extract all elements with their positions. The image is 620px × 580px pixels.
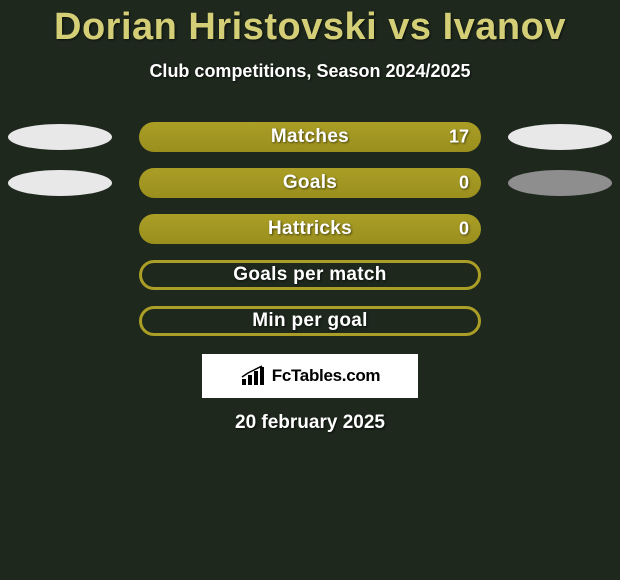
stat-row-hattricks: Hattricks 0 xyxy=(0,214,620,244)
stat-bar: Goals 0 xyxy=(139,168,481,198)
stat-row-goals: Goals 0 xyxy=(0,168,620,198)
stat-rows: Matches 17 Goals 0 Hattricks 0 Goals per xyxy=(0,122,620,336)
stat-label: Hattricks xyxy=(268,218,352,240)
stat-row-min-per-goal: Min per goal xyxy=(0,306,620,336)
page-title: Dorian Hristovski vs Ivanov xyxy=(0,0,620,49)
stat-label: Min per goal xyxy=(252,310,368,332)
brand-label: FcTables.com xyxy=(272,366,381,386)
right-ellipse xyxy=(508,170,612,196)
stat-bar: Goals per match xyxy=(139,260,481,290)
page-subtitle: Club competitions, Season 2024/2025 xyxy=(0,61,620,82)
bar-chart-icon xyxy=(240,365,268,387)
footer-date: 20 february 2025 xyxy=(0,412,620,434)
stat-bar: Hattricks 0 xyxy=(139,214,481,244)
stat-bar: Min per goal xyxy=(139,306,481,336)
brand-badge: FcTables.com xyxy=(202,354,418,398)
stat-bar: Matches 17 xyxy=(139,122,481,152)
stat-label: Matches xyxy=(271,126,349,148)
right-ellipse xyxy=(508,124,612,150)
left-ellipse xyxy=(8,124,112,150)
stat-label: Goals xyxy=(283,172,337,194)
comparison-infographic: Dorian Hristovski vs Ivanov Club competi… xyxy=(0,0,620,580)
stat-value: 0 xyxy=(459,219,469,240)
left-ellipse xyxy=(8,170,112,196)
stat-row-goals-per-match: Goals per match xyxy=(0,260,620,290)
stat-value: 17 xyxy=(449,127,469,148)
stat-value: 0 xyxy=(459,173,469,194)
stat-label: Goals per match xyxy=(233,264,386,286)
stat-row-matches: Matches 17 xyxy=(0,122,620,152)
